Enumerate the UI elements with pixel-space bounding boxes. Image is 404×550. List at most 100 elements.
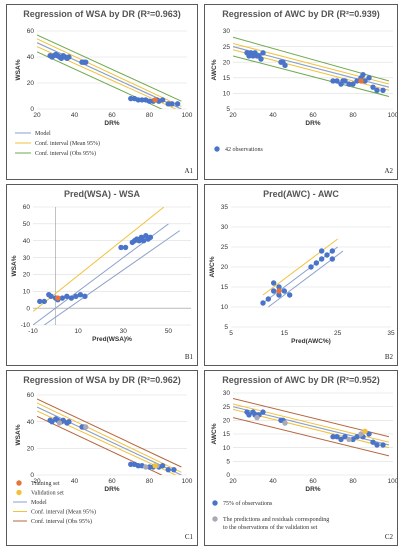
y-tick-label: 5 [226, 459, 230, 466]
chart-c2: Regression of AWC by DR (R²=0.952) 0 5 10 15… [211, 375, 397, 541]
y-tick-label: 5 [224, 324, 228, 331]
x-axis-label: DR% [305, 486, 320, 493]
legend-label: Validation set [31, 491, 64, 497]
panel-a1: Regression of WSA by DR (R²=0.963) 0 20 40 6… [6, 4, 198, 180]
panel-c2: Regression of AWC by DR (R²=0.952) 0 5 10 15… [204, 370, 398, 546]
training-point [362, 428, 368, 434]
x-tick-label: 25 [334, 330, 342, 337]
highlight-point [55, 295, 61, 301]
y-tick-label: 25 [223, 404, 231, 411]
panel-label: A1 [184, 167, 193, 175]
data-point [73, 293, 79, 300]
legend-swatch [16, 489, 22, 496]
x-tick-label: 80 [146, 112, 154, 119]
x-tick-label: 100 [388, 478, 397, 485]
data-point [159, 97, 166, 103]
y-tick-label: 30 [221, 224, 229, 231]
data-point [334, 434, 340, 440]
chart-title: Regression of WSA by DR (R²=0.962) [23, 375, 180, 385]
data-point [260, 50, 266, 56]
data-point [318, 256, 325, 262]
chart-c1: Regression of WSA by DR (R²=0.962)020406… [13, 375, 194, 541]
y-tick-label: 10 [23, 288, 31, 295]
data-point [366, 75, 372, 81]
y-tick-label: 20 [27, 80, 35, 87]
x-axis-label: Pred(AWC%) [291, 338, 331, 345]
data-point [174, 101, 181, 107]
series-line [262, 238, 338, 296]
data-point [329, 256, 336, 262]
y-axis-label: WSA% [11, 255, 18, 276]
y-tick-label: 20 [23, 272, 31, 279]
data-point [350, 81, 356, 87]
data-point [350, 436, 356, 443]
legend-swatch [212, 500, 218, 506]
chart-b2: Pred(AWC) - AWC 5 10 15 20 25 30 35 5 15 25 35 Pred(… [209, 189, 395, 361]
data-point [260, 300, 266, 306]
data-point [324, 252, 330, 258]
x-tick-label: 40 [71, 112, 79, 119]
chart-b1: Pred(WSA) - WSA -10 0 10 20 30 40 50 60 -10 10 30 50… [11, 189, 193, 361]
data-point [346, 81, 352, 87]
x-tick-label: 80 [349, 112, 357, 119]
panel-c1: Regression of WSA by DR (R²=0.962) 0 20 40 6… [6, 370, 198, 546]
legend-label: Conf. interval (Mean 95%) [31, 509, 96, 516]
series-line [37, 415, 163, 475]
validation-point [282, 420, 288, 426]
y-axis-label: WSA% [15, 59, 22, 80]
y-tick-label: 20 [223, 418, 231, 425]
x-tick-label: 60 [309, 112, 317, 119]
y-tick-label: 50 [23, 221, 31, 228]
data-point [362, 78, 368, 84]
x-tick-label: 100 [182, 478, 193, 485]
data-point [270, 280, 277, 286]
y-tick-label: 30 [223, 28, 231, 35]
y-tick-label: 20 [223, 59, 231, 66]
data-point [135, 462, 141, 469]
x-tick-label: 80 [349, 478, 357, 485]
x-tick-label: 10 [75, 328, 83, 335]
legend-label: Model [31, 500, 47, 506]
chart-title: Regression of AWC by DR (R²=0.939) [222, 9, 379, 19]
data-point [64, 293, 70, 300]
data-point [49, 418, 55, 425]
data-point [342, 434, 348, 440]
x-tick-label: 15 [281, 330, 289, 337]
panel-b1: Pred(WSA) - WSA -10 0 10 20 30 40 50 60 -10 10 30 50… [6, 184, 198, 366]
series-line [233, 55, 390, 98]
validation-point [143, 464, 149, 470]
data-point [354, 434, 360, 440]
data-point [258, 56, 264, 62]
training-point [152, 462, 158, 469]
data-point [380, 442, 386, 448]
chart-title: Regression of WSA by DR (R²=0.963) [23, 9, 180, 19]
series-line-conf-interval-mean-95- [37, 402, 182, 473]
legend-swatch [16, 480, 22, 486]
data-point [140, 238, 147, 244]
data-point [265, 296, 272, 302]
series-line [43, 230, 181, 325]
y-tick-label: 25 [223, 44, 231, 51]
x-tick-label: -10 [28, 328, 38, 335]
data-point [366, 431, 372, 437]
chart-a1: Regression of WSA by DR (R²=0.963)020406… [15, 9, 193, 175]
x-tick-label: 20 [33, 112, 41, 119]
chart-a2: Regression of AWC by DR (R²=0.939) 5 10 15 2… [211, 9, 397, 175]
panel-label: C1 [185, 533, 194, 541]
panel-label: A2 [384, 167, 393, 175]
panel-a2: Regression of AWC by DR (R²=0.939) 5 10 15 2… [204, 4, 398, 180]
x-tick-label: 60 [309, 478, 317, 485]
y-tick-label: 60 [27, 28, 35, 35]
series-line [233, 406, 390, 446]
x-tick-label: 20 [33, 478, 41, 485]
x-axis-label: DR% [305, 120, 320, 127]
legend-label: to the observations of the validation se… [223, 524, 318, 531]
legend-label: Conf. interval (Obs 95%) [35, 150, 96, 157]
data-point [128, 461, 134, 468]
series-line [233, 417, 390, 457]
x-axis-label: Pred(WSA)% [92, 336, 132, 343]
data-point [276, 292, 282, 298]
data-point [165, 466, 171, 473]
panel-label: B2 [385, 353, 394, 361]
y-tick-label: 40 [23, 238, 31, 245]
